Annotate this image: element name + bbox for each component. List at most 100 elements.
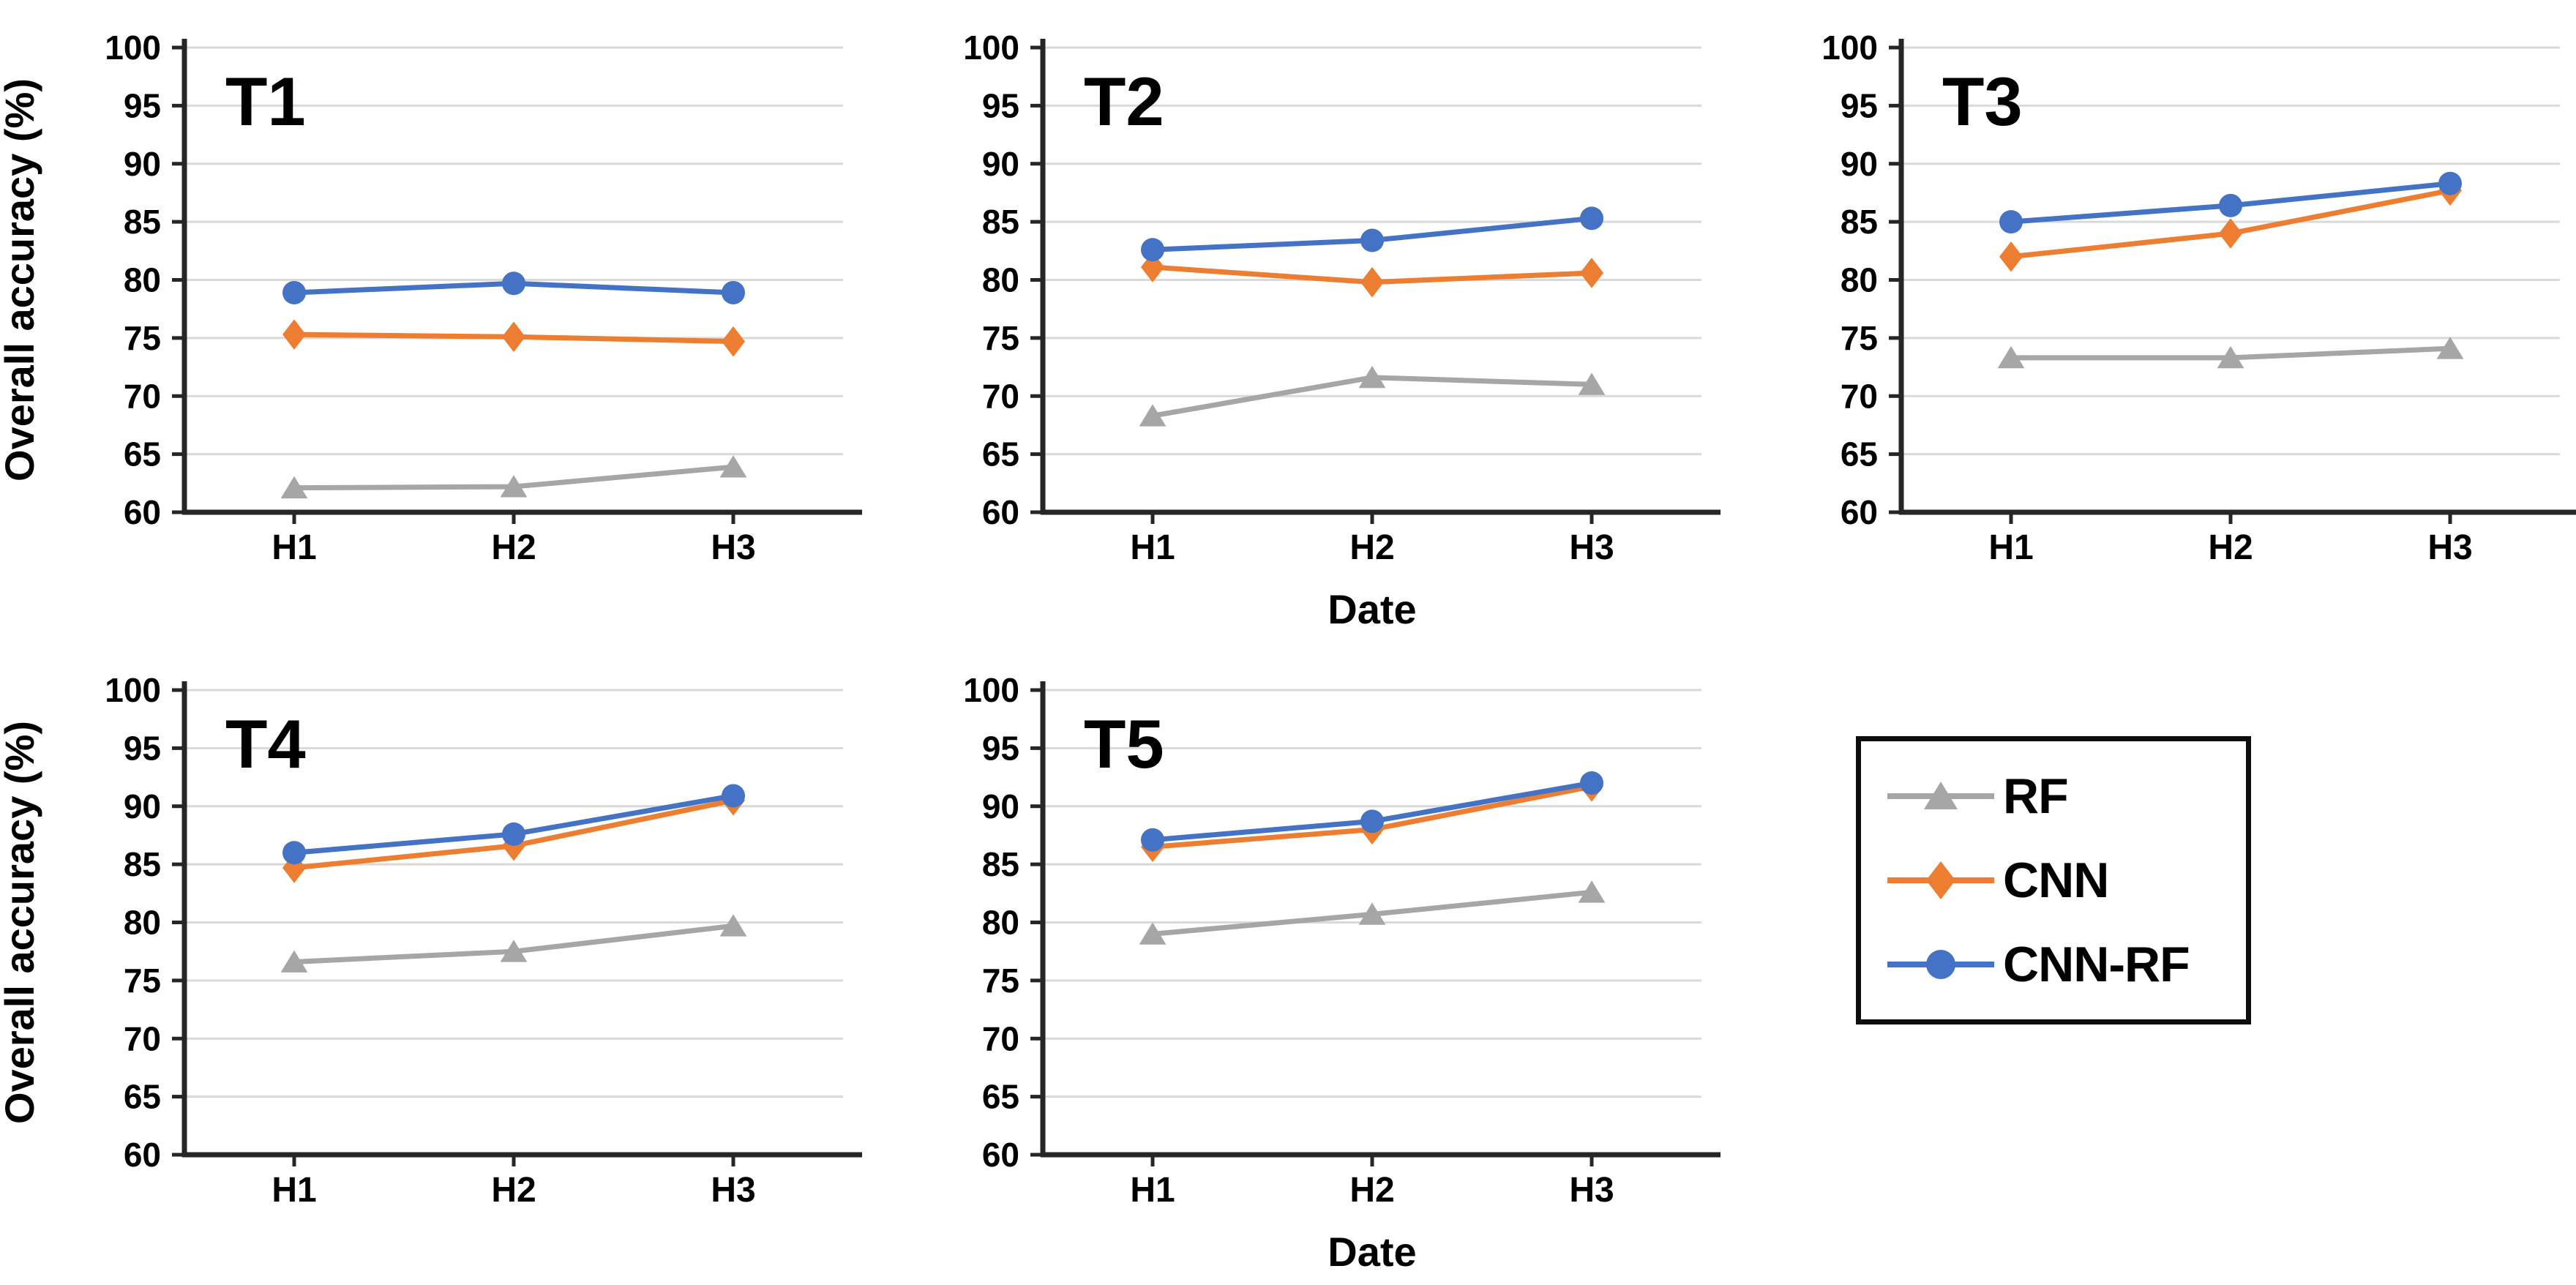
x-tick-label-H3: H3: [1569, 528, 1614, 567]
y-tick-label-90: 90: [124, 787, 161, 825]
marker-RF-H1: [1139, 404, 1167, 427]
x-tick-label-H2: H2: [2208, 528, 2253, 567]
marker-CNN-RF-H2: [1360, 228, 1384, 252]
chart-T2: 60 65 70 75 80 85 90 95 100 H1 H2 H3 T2 Date: [858, 0, 1721, 642]
y-tick-label-95: 95: [982, 729, 1019, 767]
x-tick-label-H3: H3: [2427, 528, 2472, 567]
marker-CNN-RF-H1: [282, 841, 306, 865]
y-tick-label-100: 100: [963, 671, 1019, 709]
legend-cell: RF CNN CNN-RF: [1717, 642, 2575, 1285]
chart-title-T5: T5: [1084, 705, 1164, 782]
y-tick-label-85: 85: [1841, 203, 1878, 241]
chart-T4-svg: 60 65 70 75 80 85 90 95 100 H1 H2 H3 T4 Overall accur…: [0, 671, 862, 1210]
y-tick-label-65: 65: [1841, 435, 1878, 473]
y-tick-label-75: 75: [1841, 319, 1878, 357]
y-tick-label-85: 85: [982, 845, 1019, 883]
y-tick-label-70: 70: [982, 1019, 1019, 1057]
marker-CNN-RF-H1: [1141, 238, 1164, 262]
marker-RF-H3: [1578, 880, 1606, 903]
marker-CNN-RF-H2: [1360, 809, 1384, 833]
chart-T3: 60 65 70 75 80 85 90 95 100 H1 H2 H3 T3: [1717, 0, 2576, 642]
y-tick-label-85: 85: [124, 845, 161, 883]
marker-CNN-H1: [282, 319, 306, 350]
y-tick-label-60: 60: [1841, 493, 1878, 531]
marker-CNN-RF-H3: [722, 784, 745, 808]
y-axis-title: Overall accuracy (%): [0, 78, 42, 482]
marker-CNN-H2: [502, 321, 525, 353]
x-tick-label-H1: H1: [1130, 528, 1175, 567]
legend-label-CNN: CNN: [2003, 853, 2109, 908]
y-tick-label-80: 80: [124, 261, 161, 299]
y-tick-label-75: 75: [124, 962, 161, 1000]
marker-RF-H3: [719, 455, 747, 478]
y-tick-label-80: 80: [982, 261, 1019, 299]
y-tick-label-90: 90: [124, 145, 161, 183]
triangle-legend-icon: [1887, 782, 1994, 809]
marker-RF-H2: [1358, 365, 1386, 389]
chart-T1: 60 65 70 75 80 85 90 95 100 H1 H2 H3 T1 Overall accur…: [0, 0, 862, 642]
y-tick-label-65: 65: [982, 435, 1019, 473]
y-tick-label-80: 80: [982, 904, 1019, 942]
x-tick-label-H1: H1: [272, 528, 316, 567]
chart-T1-svg: 60 65 70 75 80 85 90 95 100 H1 H2 H3 T1 Overall accur…: [0, 29, 862, 567]
x-tick-label-H1: H1: [1130, 1171, 1175, 1210]
marker-CNN-RF-H3: [2438, 171, 2462, 195]
legend-label-CNN-RF: CNN-RF: [2003, 937, 2190, 992]
chart-T5: 60 65 70 75 80 85 90 95 100 H1 H2 H3 T5 Date: [858, 642, 1721, 1285]
marker-RF-H3: [1578, 372, 1606, 395]
y-tick-label-95: 95: [982, 86, 1019, 124]
y-tick-label-65: 65: [124, 435, 161, 473]
marker-RF-H2: [2217, 345, 2244, 369]
x-tick-label-H3: H3: [711, 528, 755, 567]
legend-marker-CNN-RF: [1926, 950, 1955, 979]
x-tick-label-H1: H1: [1988, 528, 2033, 567]
legend-marker-RF: [1924, 782, 1958, 809]
chart-T2-svg: 60 65 70 75 80 85 90 95 100 H1 H2 H3 T2 Date: [963, 29, 1721, 632]
marker-CNN-H2: [1360, 266, 1384, 298]
y-tick-label-90: 90: [1841, 145, 1878, 183]
marker-CNN-H1: [1999, 241, 2023, 272]
y-tick-label-65: 65: [124, 1078, 161, 1116]
legend-item-CNN: CNN: [1886, 852, 2239, 909]
y-tick-label-60: 60: [982, 493, 1019, 531]
legend-item-RF: RF: [1886, 768, 2239, 825]
marker-CNN-H3: [1580, 258, 1603, 288]
y-tick-label-95: 95: [1841, 86, 1878, 124]
marker-CNN-RF-H2: [2219, 193, 2242, 217]
y-tick-label-80: 80: [1841, 261, 1878, 299]
chart-T4: 60 65 70 75 80 85 90 95 100 H1 H2 H3 T4 Overall accur…: [0, 642, 862, 1285]
chart-title-T3: T3: [1942, 63, 2023, 140]
chart-T5-svg: 60 65 70 75 80 85 90 95 100 H1 H2 H3 T5 Date: [963, 671, 1721, 1275]
x-tick-label-H1: H1: [272, 1171, 316, 1210]
marker-CNN-RF-H3: [1580, 206, 1603, 231]
marker-CNN-H3: [722, 326, 745, 357]
y-tick-label-70: 70: [124, 377, 161, 415]
y-tick-label-100: 100: [963, 29, 1019, 67]
marker-CNN-RF-H2: [502, 822, 525, 846]
marker-CNN-RF-H3: [1580, 771, 1603, 795]
x-tick-label-H2: H2: [1349, 528, 1394, 567]
y-tick-label-75: 75: [982, 962, 1019, 1000]
y-tick-label-90: 90: [982, 787, 1019, 825]
x-axis-title: Date: [1328, 1229, 1416, 1275]
y-tick-label-65: 65: [982, 1078, 1019, 1116]
y-tick-label-90: 90: [982, 145, 1019, 183]
y-tick-label-60: 60: [124, 493, 161, 531]
circle-legend-icon: [1887, 950, 1994, 979]
y-tick-label-100: 100: [105, 671, 161, 709]
legend-label-RF: RF: [2003, 768, 2069, 824]
y-tick-label-80: 80: [124, 904, 161, 942]
marker-RF-H2: [1358, 902, 1386, 925]
y-tick-label-95: 95: [124, 729, 161, 767]
y-tick-label-100: 100: [1821, 29, 1878, 67]
diamond-legend-icon: [1887, 861, 1994, 899]
marker-RF-H2: [500, 475, 528, 498]
legend-item-CNN-RF: CNN-RF: [1886, 936, 2239, 993]
legend-marker-CNN: [1926, 861, 1955, 899]
marker-RF-H1: [1997, 345, 2025, 369]
x-tick-label-H2: H2: [491, 528, 536, 567]
marker-RF-H3: [719, 914, 747, 937]
y-tick-label-85: 85: [124, 203, 161, 241]
y-tick-label-85: 85: [982, 203, 1019, 241]
x-tick-label-H3: H3: [1569, 1171, 1614, 1210]
